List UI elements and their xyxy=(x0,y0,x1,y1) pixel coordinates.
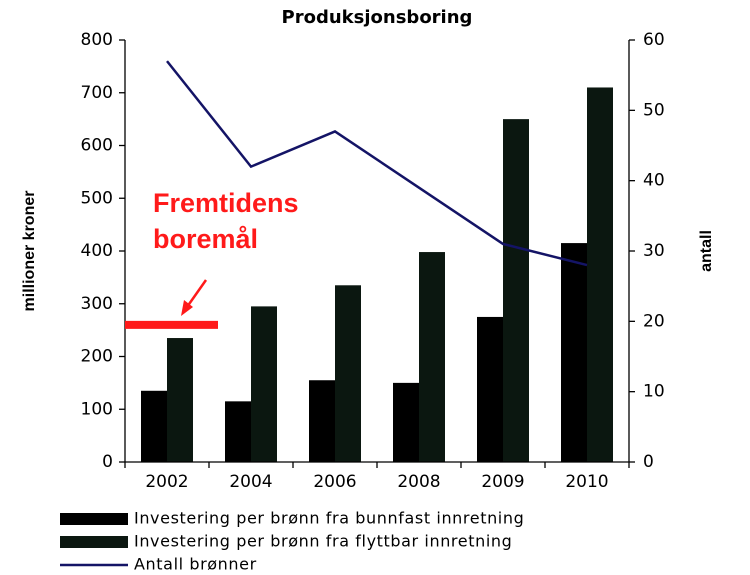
annotation-text: Fremtidens xyxy=(153,188,299,218)
y-tick-label: 800 xyxy=(81,30,113,50)
legend-swatch xyxy=(60,513,128,525)
y-tick-label: 300 xyxy=(81,294,113,314)
bar xyxy=(419,252,445,462)
x-tick-label: 2004 xyxy=(229,472,272,492)
y2-tick-label: 60 xyxy=(643,30,665,50)
y-tick-label: 600 xyxy=(81,136,113,156)
bar xyxy=(393,382,419,462)
y2-tick-label: 40 xyxy=(643,171,665,191)
y-axis-label: millioner kroner xyxy=(21,191,38,312)
y-tick-label: 100 xyxy=(81,399,113,419)
y-tick-label: 400 xyxy=(81,241,113,261)
legend-swatch xyxy=(60,536,128,548)
legend-label: Investering per brønn fra bunnfast innre… xyxy=(134,509,524,528)
y2-axis-label: antall xyxy=(698,230,715,272)
y2-tick-label: 20 xyxy=(643,311,665,331)
y-tick-label: 500 xyxy=(81,188,113,208)
y-tick-label: 700 xyxy=(81,83,113,103)
y2-tick-label: 50 xyxy=(643,100,665,120)
legend-label: Antall brønner xyxy=(134,555,257,574)
bar xyxy=(141,390,167,462)
line-series xyxy=(166,60,588,267)
y-tick-label: 0 xyxy=(102,452,113,472)
legend-label: Investering per brønn fra flyttbar innre… xyxy=(134,532,512,551)
y2-tick-label: 30 xyxy=(643,241,665,261)
y2-tick-label: 0 xyxy=(643,452,654,472)
bar xyxy=(561,243,587,462)
x-tick-label: 2006 xyxy=(313,472,356,492)
x-tick-label: 2009 xyxy=(481,472,524,492)
bar xyxy=(167,338,193,462)
bar xyxy=(309,380,335,462)
bar xyxy=(503,119,529,462)
bar xyxy=(335,285,361,462)
chart-title: Produksjonsboring xyxy=(282,7,473,28)
y2-tick-label: 10 xyxy=(643,382,665,402)
annotation-arrow xyxy=(185,279,208,308)
annotation-arrowhead xyxy=(181,300,193,316)
x-tick-label: 2010 xyxy=(565,472,608,492)
x-tick-label: 2002 xyxy=(145,472,188,492)
bar xyxy=(477,316,503,462)
y-tick-label: 200 xyxy=(81,347,113,367)
annotation-text: boremål xyxy=(153,224,258,254)
x-tick-label: 2008 xyxy=(397,472,440,492)
bar xyxy=(587,87,613,462)
bar xyxy=(225,401,251,462)
bar xyxy=(251,306,277,462)
